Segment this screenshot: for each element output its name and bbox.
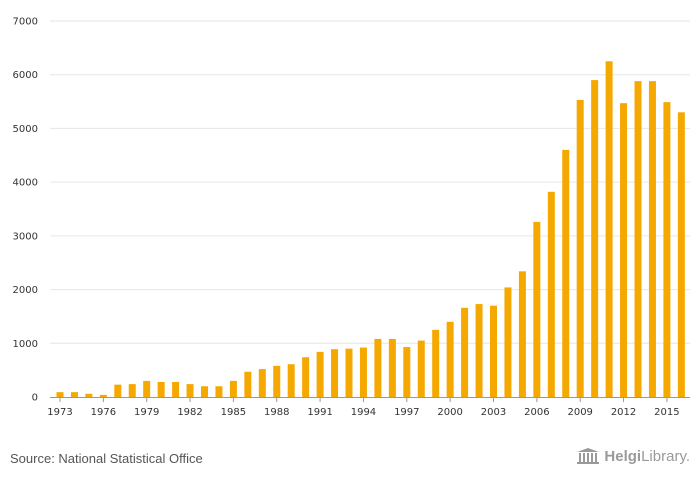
bar-1991 [316,351,324,397]
bar-1979 [143,380,151,397]
y-axis-tick-labels: 0 1000 2000 3000 4000 5000 6000 7000 [13,17,38,404]
bar-1998 [417,340,425,397]
bar-1977 [114,384,122,397]
x-tick-label-1982: 1982 [177,407,202,418]
bar-1999 [432,329,440,397]
bar-2002 [475,304,483,397]
bar-1992 [331,349,339,397]
bar-1995 [374,338,382,397]
bar-1988 [273,365,281,397]
source-note: Source: National Statistical Office [10,451,203,466]
library-building-icon [577,448,600,464]
bar-2011 [605,61,613,398]
gridlines [50,20,690,344]
bar-2005 [518,271,526,397]
bar-1983 [201,386,208,397]
x-tick-label-1973: 1973 [47,407,72,418]
bar-2000 [446,321,454,397]
bar-1987 [258,369,266,397]
bar-1975 [85,393,93,397]
bars [56,61,685,398]
x-tick-label-1997: 1997 [394,407,419,418]
y-tick-label-7000: 7000 [13,17,38,28]
bar-2010 [591,80,599,397]
x-tick-label-1991: 1991 [307,407,332,418]
bar-1974 [70,392,78,397]
y-tick-label-3000: 3000 [13,231,38,242]
bar-2001 [461,307,469,397]
x-tick-label-2015: 2015 [654,407,679,418]
x-tick-label-1985: 1985 [221,407,246,418]
bar-2003 [490,305,497,397]
bar-1973 [56,392,64,397]
x-tick-label-1994: 1994 [351,407,376,418]
bar-1996 [388,338,396,397]
y-tick-label-5000: 5000 [13,124,38,135]
bar-1986 [244,371,252,397]
brand-name: HelgiLibrary. [604,448,690,465]
y-tick-label-1000: 1000 [13,339,38,350]
x-tick-label-1979: 1979 [134,407,159,418]
bar-1981 [172,381,180,397]
bar-2013 [634,81,642,397]
bar-2008 [562,149,570,397]
bar-1982 [186,384,194,397]
y-tick-label-4000: 4000 [13,178,38,189]
brand-name-bold: Helgi [604,447,642,465]
bar-1976 [99,394,107,397]
x-tick-label-2009: 2009 [567,407,592,418]
x-tick-label-1976: 1976 [91,407,116,418]
bar-2015 [663,102,671,397]
bar-2004 [504,287,512,397]
bar-1984 [215,386,223,397]
bar-1993 [345,348,353,397]
bar-2012 [620,103,628,397]
bar-1997 [403,347,411,397]
bar-1980 [157,381,165,397]
x-axis-ticks: 1973 1976 1979 1982 1985 1988 1991 1994 1997 2000… [47,397,680,418]
helgi-library-logo: HelgiLibrary. [576,447,690,465]
x-tick-label-2012: 2012 [611,407,636,418]
x-tick-label-2000: 2000 [437,407,462,418]
x-tick-label-1988: 1988 [264,407,289,418]
x-tick-label-2003: 2003 [481,407,506,418]
bar-1985 [229,380,237,397]
brand-name-rest: Library. [641,447,690,465]
bar-2016 [677,112,685,398]
bar-1978 [128,384,136,397]
bar-2007 [547,191,555,397]
bar-2006 [533,221,541,397]
y-tick-label-0: 0 [32,393,38,404]
bar-1989 [287,364,295,397]
bar-2009 [576,99,584,398]
bar-1994 [359,347,367,397]
y-tick-label-2000: 2000 [13,285,38,296]
bar-2014 [648,81,656,397]
y-tick-label-6000: 6000 [13,70,38,81]
x-tick-label-2006: 2006 [524,407,549,418]
bar-1990 [302,357,310,397]
